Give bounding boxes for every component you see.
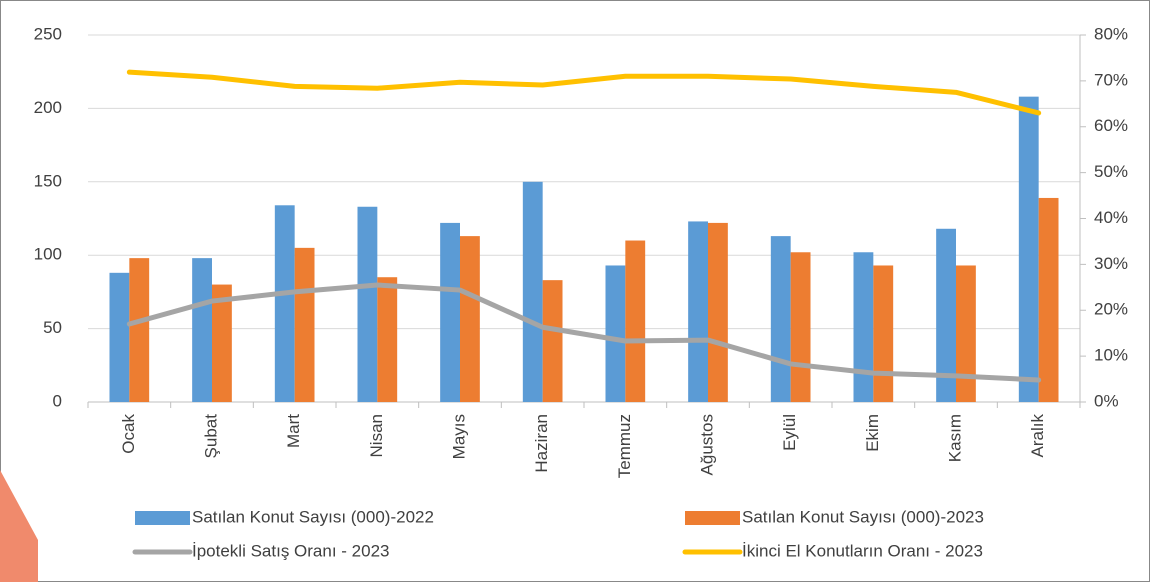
bar [708, 222, 728, 402]
legend-swatch [685, 511, 740, 525]
line [126, 282, 1042, 383]
bar [522, 181, 543, 402]
bar [605, 265, 626, 402]
legend-label: Satılan Konut Sayısı (000)-2022 [192, 507, 434, 526]
decoration [0, 470, 38, 582]
x-tick-label: Ağustos [697, 414, 716, 475]
y-tick-label: 250 [34, 24, 62, 43]
bar [936, 228, 956, 402]
x-tick-label: Eylül [780, 414, 799, 451]
x-tick-label: Haziran [532, 414, 551, 473]
bar [790, 252, 811, 402]
legend-label: İpotekli Satış Oranı - 2023 [192, 541, 390, 560]
bar [542, 280, 563, 402]
bar [129, 258, 150, 402]
x-tick-label: Mart [284, 414, 303, 448]
x-tick-label: Temmuz [615, 414, 634, 478]
x-tick-label: Ocak [119, 414, 138, 454]
bar [1018, 96, 1039, 402]
y2-tick-label: 40% [1094, 208, 1128, 227]
y2-tick-label: 20% [1094, 300, 1128, 319]
y2-tick-label: 70% [1094, 70, 1128, 89]
x-tick-label: Şubat [201, 414, 220, 459]
bar [460, 236, 480, 402]
x-tick-label: Mayıs [449, 414, 468, 459]
bar [377, 277, 398, 402]
bar [294, 247, 315, 402]
y2-tick-label: 80% [1094, 24, 1128, 43]
bar [440, 222, 460, 402]
bar [192, 258, 212, 402]
legend-label: İkinci El Konutların Oranı - 2023 [742, 541, 983, 560]
line [126, 69, 1042, 116]
x-tick-label: Kasım [945, 414, 964, 462]
bar [873, 265, 894, 402]
bar [274, 205, 295, 402]
bar [357, 206, 378, 402]
y2-tick-label: 60% [1094, 116, 1128, 135]
bar [956, 265, 976, 402]
y2-tick-label: 10% [1094, 346, 1128, 365]
y-tick-label: 0 [53, 391, 62, 410]
bar [770, 236, 791, 402]
y-tick-label: 50 [43, 318, 62, 337]
x-tick-label: Nisan [367, 414, 386, 457]
y-tick-label: 200 [34, 98, 62, 117]
bar [853, 252, 874, 402]
legend-swatch [135, 511, 190, 525]
bar [212, 284, 232, 402]
y2-tick-label: 0% [1094, 391, 1119, 410]
bar [625, 240, 646, 402]
y2-tick-label: 30% [1094, 254, 1128, 273]
legend-label: Satılan Konut Sayısı (000)-2023 [742, 507, 984, 526]
bar [1038, 197, 1059, 402]
y-tick-label: 150 [34, 171, 62, 190]
x-tick-label: Ekim [863, 414, 882, 452]
y-tick-label: 100 [34, 245, 62, 264]
bar [688, 221, 708, 402]
y2-tick-label: 50% [1094, 162, 1128, 181]
bar [109, 272, 130, 402]
x-tick-label: Aralık [1028, 414, 1047, 458]
